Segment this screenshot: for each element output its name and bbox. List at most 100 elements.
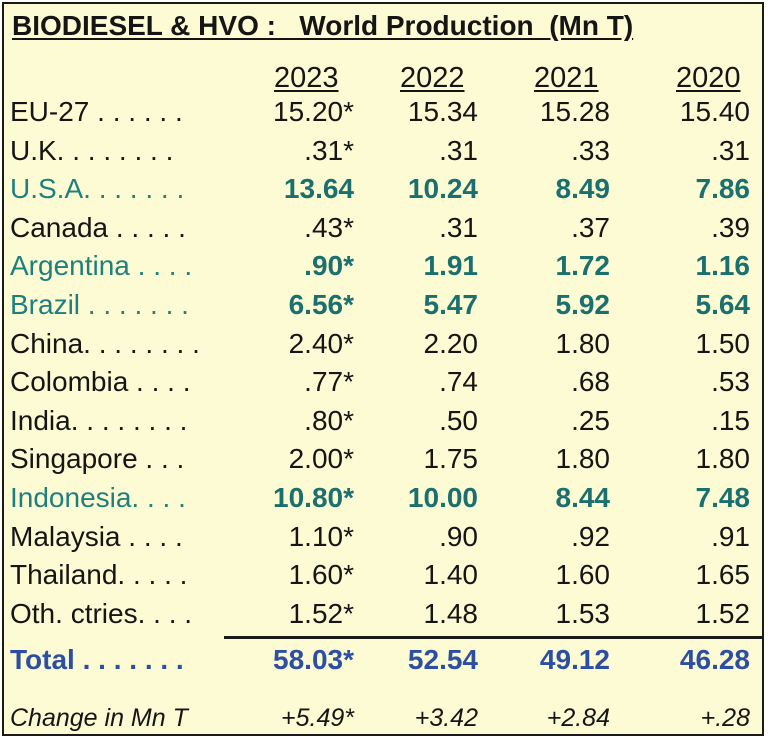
cell-value-2020: 7.48 (695, 482, 751, 513)
country-label: China. . . . . . . . (10, 327, 200, 359)
country-label: Canada . . . . . (10, 211, 186, 243)
cell-value-2021: .68 (571, 366, 610, 398)
cell-value-2023: 1.60* (288, 559, 354, 591)
cell-value-2020: .15 (711, 404, 750, 436)
country-label: EU-27 . . . . . . (10, 96, 183, 127)
country-label: Thailand. . . . . (10, 559, 188, 591)
total-value-2021: 49.12 (539, 644, 610, 675)
table-row: India. . . . . . . . .80* .50 .25 .15 (4, 405, 762, 443)
cell-value-2021: .25 (571, 404, 610, 436)
cell-value-2021: 8.49 (555, 173, 611, 205)
table-row: Indonesia. . . . 10.80* 10.00 8.44 7.48 (4, 482, 762, 520)
country-label: Malaysia . . . . (10, 520, 183, 552)
cell-value-2020: 1.50 (695, 327, 751, 359)
cell-value-2021: 1.72 (555, 250, 611, 282)
table-row: China. . . . . . . . 2.40* 2.20 1.80 1.50 (4, 328, 762, 366)
cell-value-2023: 1.52* (288, 597, 354, 629)
cell-value-2022: .31 (439, 211, 478, 243)
total-value-2020: 46.28 (679, 644, 750, 675)
cell-value-2021: 1.80 (555, 327, 611, 359)
country-label: Singapore . . . (10, 443, 185, 475)
table-row: Colombia . . . . .77* .74 .68 .53 (4, 366, 762, 404)
table-title: BIODIESEL & HVO : World Production (Mn T… (12, 10, 634, 41)
table-row: Argentina . . . . .90* 1.91 1.72 1.16 (4, 250, 762, 288)
table-row: U.S.A. . . . . . . 13.64 10.24 8.49 7.86 (4, 173, 762, 211)
total-value-2023: 58.03* (273, 644, 354, 675)
cell-value-2022: 1.40 (423, 559, 479, 591)
table-row: Oth. ctries. . . . 1.52* 1.48 1.53 1.52 (4, 598, 762, 636)
cell-value-2020: .53 (711, 366, 750, 398)
cell-value-2021: 5.92 (555, 289, 611, 320)
cell-value-2021: .37 (571, 211, 610, 243)
change-value-2021: +2.84 (546, 704, 610, 732)
cell-value-2020: 7.86 (695, 173, 751, 205)
cell-value-2023: 6.56* (288, 289, 354, 320)
cell-value-2022: 1.48 (423, 597, 479, 629)
country-label: U.S.A. . . . . . . (10, 173, 185, 205)
table-row: Singapore . . . 2.00* 1.75 1.80 1.80 (4, 443, 762, 481)
year-header-2021: 2021 (534, 62, 599, 94)
cell-value-2020: 1.65 (695, 559, 751, 591)
country-label: Colombia . . . . (10, 366, 191, 398)
cell-value-2022: .90 (439, 520, 478, 552)
cell-value-2023: .90* (304, 250, 354, 282)
cell-value-2023: .80* (304, 404, 354, 436)
cell-value-2022: 15.34 (407, 96, 478, 127)
cell-value-2020: 15.40 (679, 96, 750, 127)
table-row: Brazil . . . . . . . 6.56* 5.47 5.92 5.64 (4, 289, 762, 327)
table-row: U.K. . . . . . . . .31* .31 .33 .31 (4, 135, 762, 173)
cell-value-2022: .74 (439, 366, 478, 398)
total-value-2022: 52.54 (407, 644, 478, 675)
cell-value-2020: 5.64 (695, 289, 751, 320)
change-value-2020: +.28 (700, 704, 750, 732)
cell-value-2022: 1.75 (423, 443, 479, 475)
cell-value-2021: 8.44 (555, 482, 611, 513)
cell-value-2021: .33 (571, 134, 610, 166)
year-header-2020: 2020 (676, 62, 741, 94)
country-label: Oth. ctries. . . . (10, 597, 193, 629)
cell-value-2023: 2.00* (288, 443, 354, 475)
cell-value-2022: 5.47 (423, 289, 479, 320)
cell-value-2023: .43* (304, 211, 354, 243)
table-row: Canada . . . . . .43* .31 .37 .39 (4, 212, 762, 250)
country-label: Argentina . . . . (10, 250, 193, 282)
country-label: Brazil . . . . . . . (10, 289, 189, 320)
change-label: Change in Mn T (10, 704, 188, 732)
cell-value-2023: 15.20* (273, 96, 354, 127)
change-value-2023: +5.49* (281, 704, 354, 732)
table-row: Thailand. . . . . 1.60* 1.40 1.60 1.65 (4, 559, 762, 597)
cell-value-2022: 10.00 (407, 482, 478, 513)
cell-value-2023: 1.10* (288, 520, 354, 552)
country-label: U.K. . . . . . . . (10, 134, 174, 166)
cell-value-2021: 15.28 (539, 96, 610, 127)
year-header-2023: 2023 (274, 62, 339, 94)
cell-value-2020: 1.52 (695, 597, 751, 629)
cell-value-2022: 10.24 (407, 173, 478, 205)
country-label: India. . . . . . . . (10, 404, 188, 436)
cell-value-2023: 10.80* (273, 482, 354, 513)
cell-value-2020: .39 (711, 211, 750, 243)
total-label: Total . . . . . . . (10, 644, 184, 675)
cell-value-2020: 1.80 (695, 443, 751, 475)
cell-value-2022: .50 (439, 404, 478, 436)
cell-value-2021: 1.80 (555, 443, 611, 475)
total-row: Total . . . . . . . 58.03* 52.54 49.12 4… (4, 644, 762, 682)
total-rule (224, 636, 762, 639)
table-row: Malaysia . . . . 1.10* .90 .92 .91 (4, 521, 762, 559)
country-label: Indonesia. . . . (10, 482, 186, 513)
cell-value-2023: .31* (304, 134, 354, 166)
cell-value-2021: 1.53 (555, 597, 611, 629)
cell-value-2022: 1.91 (423, 250, 479, 282)
cell-value-2023: 13.64 (283, 173, 354, 205)
cell-value-2021: 1.60 (555, 559, 611, 591)
change-value-2022: +3.42 (414, 704, 478, 732)
cell-value-2022: .31 (439, 134, 478, 166)
cell-value-2020: .91 (711, 520, 750, 552)
cell-value-2021: .92 (571, 520, 610, 552)
cell-value-2020: .31 (711, 134, 750, 166)
cell-value-2022: 2.20 (423, 327, 479, 359)
cell-value-2023: 2.40* (288, 327, 354, 359)
cell-value-2023: .77* (304, 366, 354, 398)
cell-value-2020: 1.16 (695, 250, 751, 282)
